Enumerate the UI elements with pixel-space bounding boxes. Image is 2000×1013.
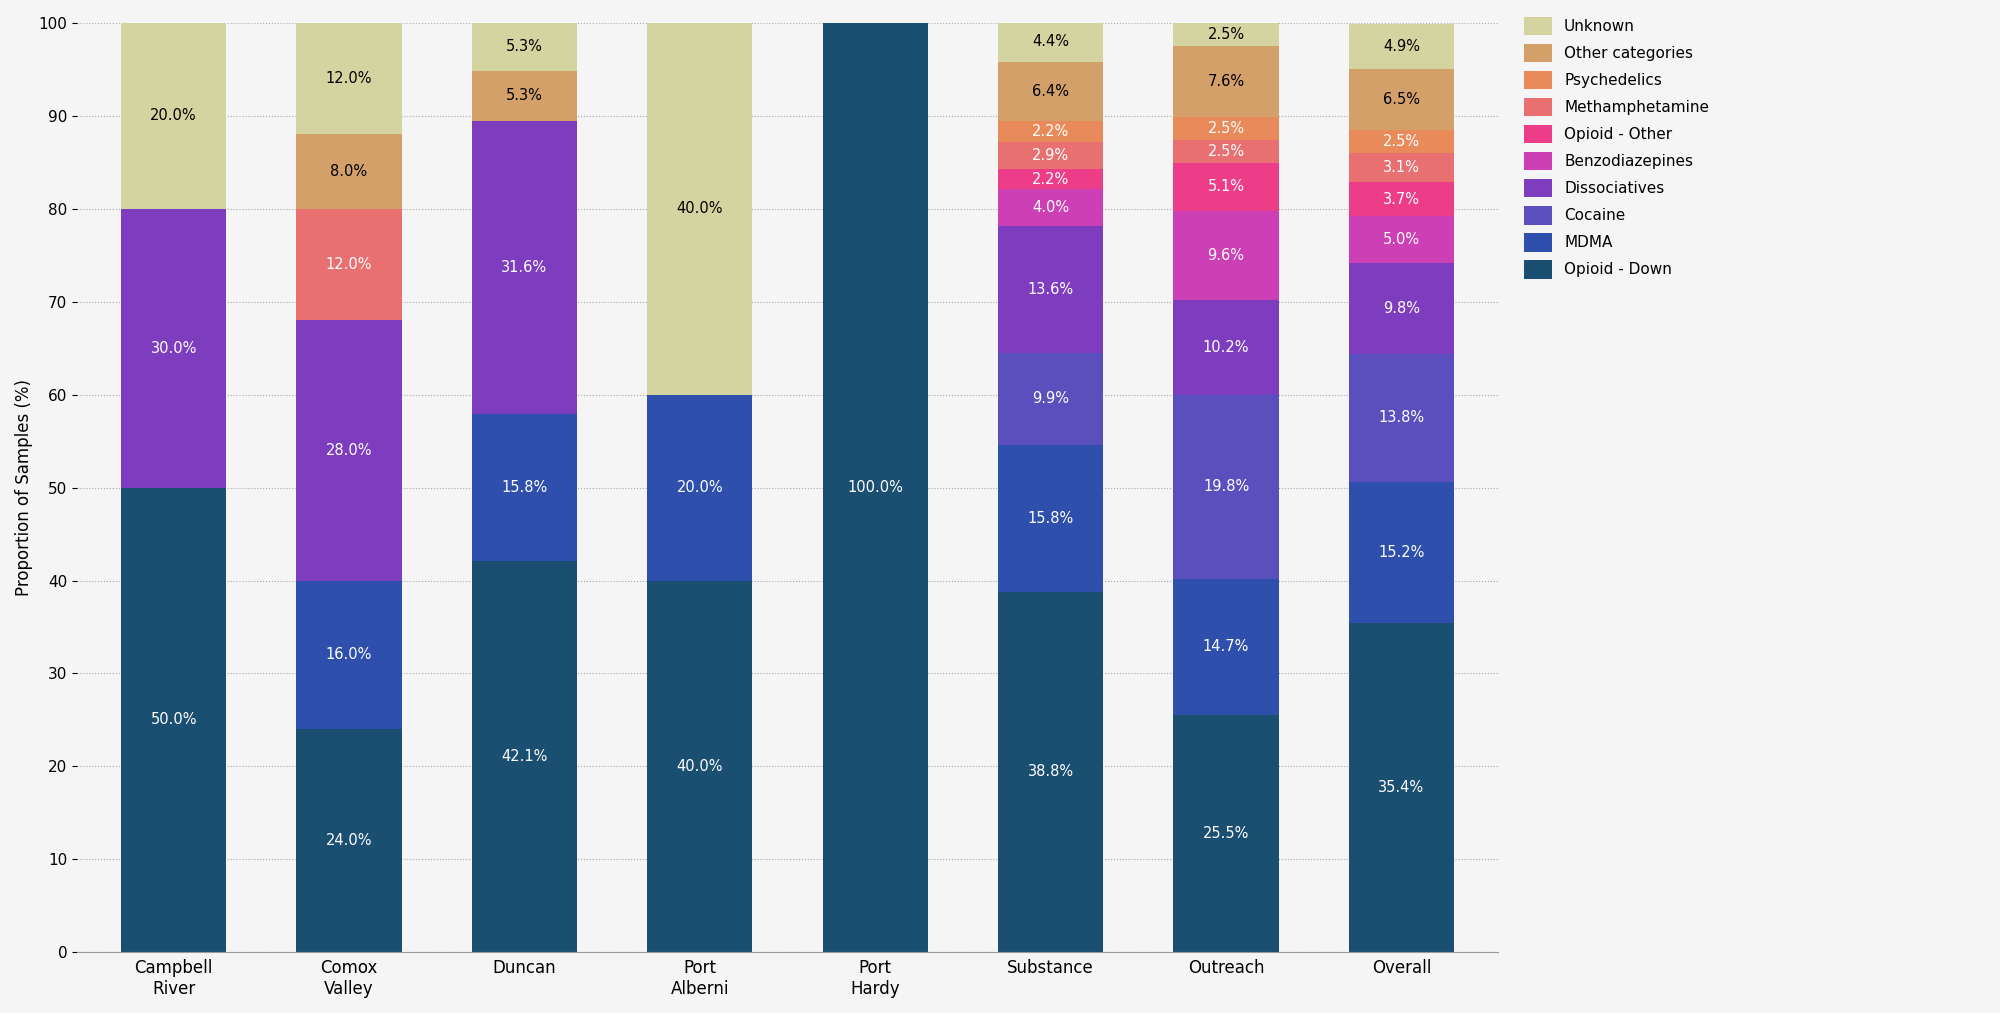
Bar (1348, 24, 1454, 70)
Bar (1174, 23, 1278, 47)
Bar (998, 122, 1104, 142)
Text: 10.2%: 10.2% (1202, 339, 1250, 355)
Bar (472, 561, 578, 952)
Text: 2.2%: 2.2% (1032, 125, 1070, 139)
Bar (122, 23, 226, 209)
Text: 2.5%: 2.5% (1208, 27, 1244, 43)
Bar (122, 487, 226, 952)
Bar (1174, 211, 1278, 300)
Bar (998, 592, 1104, 952)
Text: 2.5%: 2.5% (1208, 121, 1244, 136)
Text: 9.9%: 9.9% (1032, 391, 1070, 406)
Text: 31.6%: 31.6% (502, 260, 548, 275)
Bar (1348, 153, 1454, 182)
Text: 9.6%: 9.6% (1208, 248, 1244, 262)
Bar (296, 320, 402, 580)
Bar (1348, 623, 1454, 952)
Text: 8.0%: 8.0% (330, 164, 368, 179)
Text: 24.0%: 24.0% (326, 834, 372, 848)
Text: 4.4%: 4.4% (1032, 34, 1070, 49)
Bar (648, 580, 752, 952)
Text: 2.2%: 2.2% (1032, 171, 1070, 186)
Bar (1348, 182, 1454, 216)
Bar (472, 71, 578, 121)
Text: 100.0%: 100.0% (848, 480, 904, 495)
Text: 20.0%: 20.0% (150, 108, 196, 124)
Text: 15.8%: 15.8% (1028, 511, 1074, 526)
Text: 35.4%: 35.4% (1378, 780, 1424, 795)
Bar (1174, 300, 1278, 395)
Bar (472, 121, 578, 414)
Text: 28.0%: 28.0% (326, 443, 372, 458)
Text: 4.0%: 4.0% (1032, 201, 1070, 216)
Text: 5.3%: 5.3% (506, 40, 542, 54)
Text: 3.7%: 3.7% (1382, 191, 1420, 207)
Bar (648, 23, 752, 395)
Bar (1348, 354, 1454, 482)
Bar (998, 62, 1104, 122)
Bar (998, 169, 1104, 189)
Text: 7.6%: 7.6% (1208, 74, 1244, 89)
Bar (998, 227, 1104, 353)
Y-axis label: Proportion of Samples (%): Proportion of Samples (%) (14, 379, 32, 596)
Text: 2.5%: 2.5% (1382, 134, 1420, 149)
Bar (1174, 715, 1278, 952)
Text: 6.4%: 6.4% (1032, 84, 1070, 99)
Bar (998, 353, 1104, 445)
Bar (472, 414, 578, 561)
Bar (1174, 47, 1278, 116)
Text: 14.7%: 14.7% (1202, 639, 1250, 654)
Bar (1174, 578, 1278, 715)
Text: 40.0%: 40.0% (676, 759, 724, 774)
Bar (1174, 140, 1278, 163)
Text: 13.8%: 13.8% (1378, 410, 1424, 425)
Text: 5.0%: 5.0% (1382, 232, 1420, 247)
Bar (648, 395, 752, 580)
Text: 6.5%: 6.5% (1382, 92, 1420, 107)
Text: 4.9%: 4.9% (1382, 40, 1420, 54)
Text: 15.2%: 15.2% (1378, 545, 1424, 560)
Text: 38.8%: 38.8% (1028, 765, 1074, 779)
Bar (122, 209, 226, 487)
Bar (1348, 482, 1454, 623)
Text: 12.0%: 12.0% (326, 257, 372, 272)
Bar (296, 580, 402, 729)
Bar (472, 22, 578, 71)
Text: 15.8%: 15.8% (502, 480, 548, 495)
Text: 3.1%: 3.1% (1384, 160, 1420, 175)
Text: 13.6%: 13.6% (1028, 283, 1074, 297)
Bar (998, 142, 1104, 169)
Text: 40.0%: 40.0% (676, 202, 724, 217)
Bar (998, 189, 1104, 227)
Text: 30.0%: 30.0% (150, 340, 196, 356)
Bar (1348, 216, 1454, 262)
Bar (1174, 116, 1278, 140)
Bar (1174, 163, 1278, 211)
Text: 25.5%: 25.5% (1202, 827, 1250, 841)
Bar (998, 445, 1104, 592)
Text: 2.5%: 2.5% (1208, 144, 1244, 159)
Bar (296, 23, 402, 135)
Bar (1348, 130, 1454, 153)
Text: 12.0%: 12.0% (326, 71, 372, 86)
Bar (296, 209, 402, 320)
Text: 20.0%: 20.0% (676, 480, 724, 495)
Bar (296, 729, 402, 952)
Text: 50.0%: 50.0% (150, 712, 196, 727)
Text: 42.1%: 42.1% (502, 750, 548, 764)
Text: 16.0%: 16.0% (326, 647, 372, 663)
Legend: Unknown, Other categories, Psychedelics, Methamphetamine, Opioid - Other, Benzod: Unknown, Other categories, Psychedelics,… (1520, 12, 1714, 284)
Text: 19.8%: 19.8% (1202, 479, 1250, 494)
Bar (998, 21, 1104, 62)
Text: 5.3%: 5.3% (506, 88, 542, 103)
Bar (1348, 262, 1454, 354)
Text: 9.8%: 9.8% (1382, 301, 1420, 316)
Bar (296, 135, 402, 209)
Bar (822, 23, 928, 952)
Bar (1174, 395, 1278, 578)
Bar (1348, 70, 1454, 130)
Text: 5.1%: 5.1% (1208, 179, 1244, 194)
Text: 2.9%: 2.9% (1032, 148, 1070, 163)
